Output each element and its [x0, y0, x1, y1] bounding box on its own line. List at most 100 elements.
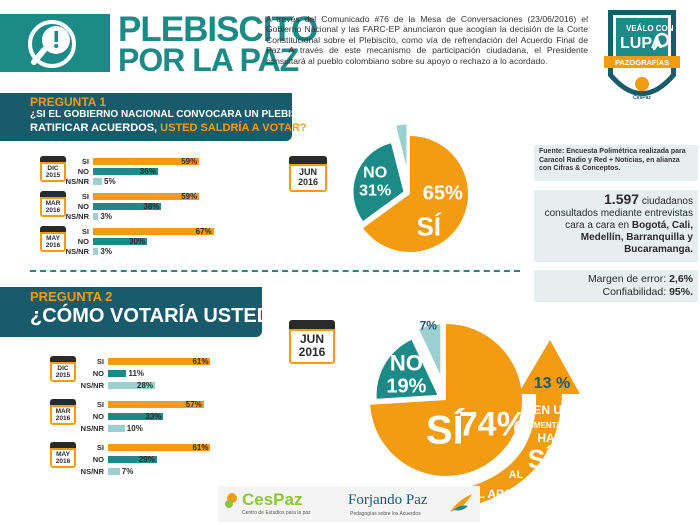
bar-value-label: 29% [138, 455, 155, 464]
bar-value-label: 59% [181, 157, 198, 166]
bar-value-label: 28% [137, 381, 154, 390]
pie-slice-nsnr [418, 324, 441, 375]
pie-slice-label: SÍ [426, 407, 465, 452]
section-divider [30, 270, 520, 272]
pie-slice-nsnr [396, 124, 407, 167]
group-date-line1: MAY [56, 451, 70, 458]
growth-arrow: 13 % EN UN AUMENTADO HA SÍ AL EL APOYO [469, 340, 580, 504]
bar-value-label: 10% [126, 424, 143, 433]
arrow-line1: EN UN [533, 403, 570, 417]
bar-value-label: 57% [185, 400, 202, 409]
forjando-paz-logo: Forjando Paz [348, 492, 428, 508]
cespaz-logo-icon [635, 77, 649, 91]
footer-logos: CesPaz Centro de Estudios para la paz Fo… [218, 486, 480, 522]
bar-si [93, 228, 214, 235]
question2-tag: PREGUNTA 2 [30, 289, 113, 304]
bar-category-label: NS/NR [65, 247, 89, 256]
group-date-line2: 2016 [45, 242, 61, 249]
confidence-value: 95%. [669, 286, 693, 298]
pie-slice-si [370, 324, 522, 476]
bar-category-label: SI [96, 443, 104, 452]
calendar-icon: MAR 2016 [50, 399, 76, 425]
bar-value-label: 30% [129, 237, 146, 246]
margin-value: 2,6% [669, 273, 693, 285]
group-date-line2: 2016 [45, 207, 61, 214]
arrow-line3: HA [537, 431, 555, 445]
bar-category-label: SI [96, 400, 104, 409]
pie2-calendar-icon: JUN 2016 [289, 320, 335, 364]
question2-text: ¿CÓMO VOTARÍA USTED? [30, 305, 284, 327]
arrow-line5: AL [509, 469, 524, 481]
bar-nsnr [93, 248, 99, 255]
sample-box: 1.597 ciudadanos consultados mediante en… [534, 190, 698, 262]
pie-slice-value: 31% [359, 182, 391, 199]
bar-category-label: SI [81, 227, 89, 236]
question1-text-line2: RATIFICAR ACUERDOS, USTED SALDRÍA A VOTA… [30, 122, 307, 134]
calendar-icon: DIC 2015 [50, 356, 76, 382]
bar-value-label: 5% [104, 177, 116, 186]
calendar-icon: DIC 2015 [40, 156, 66, 182]
cespaz-leaf-icon [225, 493, 237, 508]
group-date-line2: 2015 [45, 172, 61, 179]
bar-value-label: 61% [192, 357, 209, 366]
group-date-line2: 2016 [55, 458, 71, 465]
bar-no [93, 203, 162, 210]
group-date-line1: MAY [46, 235, 60, 242]
intro-paragraph: A través del Comunicado #76 de la Mesa d… [266, 14, 588, 66]
bar-value-label: 67% [195, 227, 212, 236]
pie-slice-label: NO [363, 164, 387, 181]
pie1-calendar-icon: JUN 2016 [289, 156, 327, 192]
bar-nsnr [108, 425, 125, 432]
bar-si [108, 444, 211, 451]
bar-category-label: NO [77, 237, 89, 246]
pie1-date-line2: 2016 [297, 177, 319, 187]
bar-nsnr [93, 178, 102, 185]
bar-si [93, 158, 200, 165]
calendar-icon: MAY 2016 [40, 226, 66, 252]
pie-slice-value: 7% [420, 319, 438, 333]
bar-si [93, 193, 200, 200]
page-title-line1: PLEBISCITO [118, 10, 318, 49]
bar-category-label: NO [92, 369, 104, 378]
bar-value-label: 33% [145, 412, 162, 421]
bar-value-label: 36% [139, 167, 156, 176]
question1-emphasis: USTED SALDRÍA A VOTAR? [160, 122, 307, 134]
cities-line3: Bucaramanga. [624, 244, 693, 255]
group-date-line1: MAR [55, 408, 71, 415]
pie-slice-value: 74% [459, 405, 527, 443]
source-box: Fuente: Encuesta Polimétrica realizada p… [534, 145, 698, 181]
badge-brand: CesPaz [633, 95, 651, 101]
cities-line2: Medellín, Barranquilla y [580, 232, 693, 243]
pie-slice-label: NO [390, 351, 423, 376]
arrow-up-icon [472, 340, 580, 504]
bar-no [93, 238, 147, 245]
group-date-line1: DIC [57, 365, 69, 372]
group-date-line1: DIC [47, 165, 59, 172]
margin-box: Margen de error: 2,6% Confiabilidad: 95%… [534, 270, 698, 302]
pie-slice-no [376, 339, 438, 399]
question2-header: PREGUNTA 2 ¿CÓMO VOTARÍA USTED? [0, 287, 283, 337]
bar-nsnr [108, 382, 156, 389]
group-date-line2: 2015 [55, 372, 71, 379]
bar-value-label: 7% [121, 467, 134, 476]
bar-category-label: NS/NR [80, 381, 104, 390]
confidence-label: Confiabilidad: [602, 286, 667, 298]
pie-slice-no [353, 143, 404, 221]
margin-label: Margen de error: [587, 273, 667, 285]
arrow-line4: SÍ [528, 444, 553, 474]
bar-value-label: 11% [128, 369, 145, 378]
pie-slice-si [363, 136, 468, 253]
bar-no [108, 413, 164, 420]
calendar-icon: MAR 2016 [40, 191, 66, 217]
hummingbird-icon [450, 494, 472, 512]
cespaz-subtitle: Centro de Estudios para la paz [242, 510, 311, 516]
bar-category-label: SI [81, 192, 89, 201]
pie-slice-value: 65% [423, 183, 463, 205]
badge-line2: LUPA [620, 35, 663, 52]
arrow-line6: EL APOYO [469, 487, 530, 501]
bar-category-label: NO [92, 412, 104, 421]
pie2-date-line1: JUN [299, 332, 324, 346]
bar-si [108, 401, 204, 408]
bar-value-label: 3% [100, 212, 112, 221]
